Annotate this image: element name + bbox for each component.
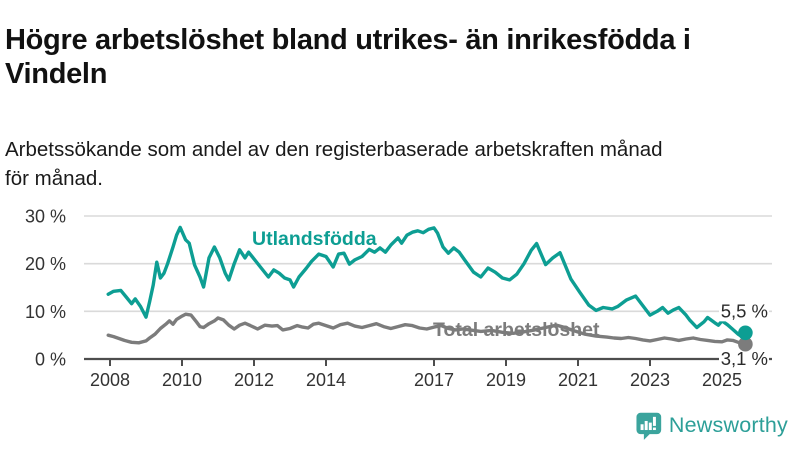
x-axis-tick-label: 2021 [558,370,598,390]
newsworthy-logo: Newsworthy [634,411,788,440]
x-axis-tick-label: 2014 [306,370,346,390]
chart-area: 0 % 10 % 20 % 30 % 2008 2010 2012 2014 2017 2019 2… [0,195,800,405]
end-value-label: 5,5 % [721,300,768,321]
series-end-dot [738,325,753,341]
x-axis-tick-label: 2008 [90,370,130,390]
end-label-backdrop [719,301,769,322]
x-axis-tick-label: 2017 [414,370,454,390]
x-axis-tick-label: 2010 [162,370,202,390]
series-end-dot [738,336,753,352]
newsworthy-bubble-chart-icon [636,412,662,440]
x-axis-tick-label: 2025 [702,370,742,390]
page-title: Högre arbetslöshet bland utrikes- än inr… [5,24,691,91]
page-subtitle: Arbetssökande som andel av den registerb… [5,137,663,190]
y-axis-tick-label: 0 % [35,350,66,370]
series-line-total [106,312,748,346]
y-axis-tick-label: 30 % [25,206,66,226]
series-line-utlandsfodda [106,225,748,339]
unemployment-line-chart: 0 % 10 % 20 % 30 % 2008 2010 2012 2014 2017 2019 2… [25,206,772,390]
series-label: Total arbetslöshet [433,319,600,341]
newsworthy-logo-text: Newsworthy [668,413,788,437]
y-axis-tick-label: 10 % [25,302,66,322]
x-axis-tick-label: 2023 [630,370,670,390]
end-label-backdrop [719,349,769,369]
y-axis-tick-label: 20 % [25,254,66,274]
end-value-label: 3,1 % [721,348,768,369]
x-axis-tick-label: 2019 [486,370,526,390]
x-axis-tick-label: 2012 [234,370,274,390]
series-label: Utlandsfödda [252,228,377,250]
